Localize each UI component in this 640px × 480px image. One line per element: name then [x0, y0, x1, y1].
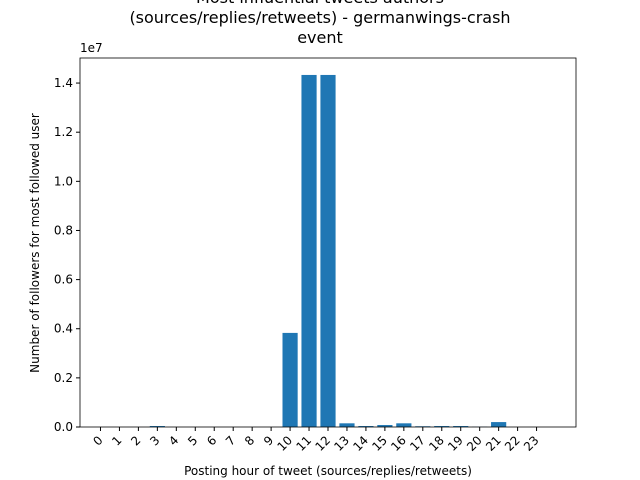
x-tick-label: 23	[521, 433, 542, 454]
bar	[339, 423, 355, 427]
bar	[396, 423, 412, 427]
y-tick-label: 0.0	[54, 420, 73, 434]
bar	[453, 426, 469, 427]
x-tick-label: 15	[369, 433, 390, 454]
x-tick-label: 11	[293, 433, 314, 454]
chart-title: Most influential tweets authors (sources…	[129, 0, 511, 47]
x-tick-label: 8	[242, 433, 257, 448]
bar	[491, 422, 507, 427]
bar	[434, 426, 450, 427]
y-tick-label: 1.4	[54, 76, 73, 90]
x-tick-label: 18	[426, 433, 447, 454]
x-tick-label: 2	[128, 433, 143, 448]
x-tick-label: 3	[147, 433, 162, 448]
x-axis-label: Posting hour of tweet (sources/replies/r…	[184, 464, 472, 478]
bar	[320, 74, 336, 427]
x-tick-label: 12	[312, 433, 333, 454]
y-axis-label: Number of followers for most followed us…	[28, 113, 42, 373]
bar	[149, 426, 165, 427]
x-tick-label: 0	[90, 433, 105, 448]
x-tick-label: 1	[109, 433, 124, 448]
y-tick-label: 1.0	[54, 174, 73, 188]
x-tick-label: 14	[350, 433, 371, 454]
bar	[358, 426, 374, 427]
y-tick-label: 0.2	[54, 371, 73, 385]
x-tick-label: 6	[204, 433, 219, 448]
bar	[301, 74, 317, 427]
x-tick-label: 20	[464, 433, 485, 454]
x-tick-label: 22	[502, 433, 523, 454]
y-tick-label: 1.2	[54, 125, 73, 139]
bar	[282, 332, 298, 427]
y-tick-label: 0.8	[54, 223, 73, 237]
x-tick-label: 21	[483, 433, 504, 454]
x-tick-label: 10	[274, 433, 295, 454]
x-tick-label: 17	[407, 433, 428, 454]
bar	[377, 425, 393, 427]
x-tick-label: 9	[261, 433, 276, 448]
x-tick-label: 4	[166, 433, 181, 448]
x-tick-label: 13	[331, 433, 352, 454]
x-tick-label: 7	[223, 433, 238, 448]
y-offset-label: 1e7	[80, 41, 103, 55]
x-tick-label: 19	[445, 433, 466, 454]
plot-frame	[79, 57, 577, 428]
y-tick-label: 0.4	[54, 322, 73, 336]
y-tick-label: 0.6	[54, 273, 73, 287]
x-tick-label: 5	[185, 433, 200, 448]
x-tick-label: 16	[388, 433, 409, 454]
